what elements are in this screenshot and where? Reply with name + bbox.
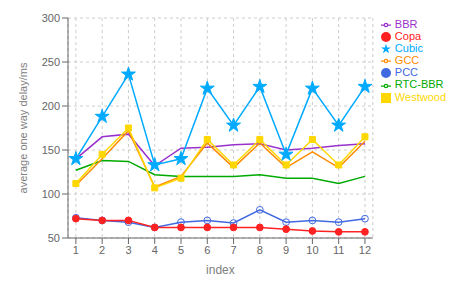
- svg-text:6: 6: [204, 244, 210, 256]
- svg-text:10: 10: [306, 244, 318, 256]
- svg-text:average one way delay/ms: average one way delay/ms: [17, 62, 29, 193]
- svg-text:150: 150: [42, 144, 60, 156]
- svg-text:8: 8: [257, 244, 263, 256]
- svg-text:11: 11: [333, 244, 344, 256]
- svg-text:200: 200: [42, 100, 60, 112]
- svg-text:7: 7: [230, 244, 236, 256]
- svg-text:300: 300: [42, 12, 60, 24]
- svg-text:9: 9: [283, 244, 289, 256]
- html-text:Copa: Copa: [394, 30, 422, 43]
- html-text:Cubic: Cubic: [394, 42, 423, 55]
- html-text:PCC: PCC: [394, 66, 419, 79]
- html-text:RTC-BBR: RTC-BBR: [394, 78, 444, 91]
- svg-text:5: 5: [178, 244, 184, 256]
- svg-text:250: 250: [42, 56, 60, 68]
- svg-text:50: 50: [48, 232, 60, 244]
- svg-text:1: 1: [73, 244, 79, 256]
- svg-text:100: 100: [42, 188, 60, 200]
- html-text:Westwood: Westwood: [394, 90, 446, 103]
- svg-text:2: 2: [99, 244, 105, 256]
- svg-text:4: 4: [152, 244, 158, 256]
- svg-text:12: 12: [359, 244, 371, 256]
- html-text:GCC: GCC: [394, 54, 420, 67]
- html-text:BBR: BBR: [394, 18, 418, 30]
- svg-text:index: index: [206, 263, 235, 277]
- svg-text:3: 3: [125, 244, 131, 256]
